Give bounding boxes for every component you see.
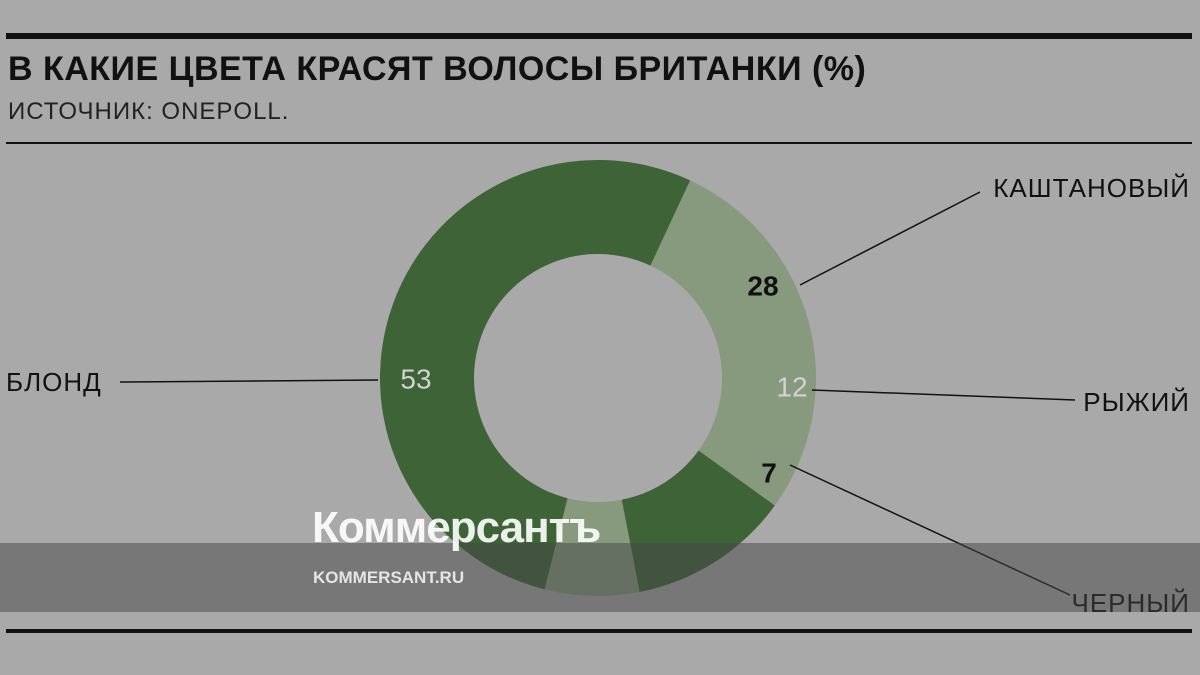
watermark-band bbox=[0, 543, 1200, 612]
slice-1 bbox=[650, 180, 816, 506]
chart-source: ИСТОЧНИК: ONEPOLL. bbox=[8, 98, 290, 125]
slice-4 bbox=[380, 160, 691, 590]
slice-value: 12 bbox=[776, 371, 807, 402]
bottom-rule bbox=[6, 629, 1192, 633]
slice-label: КАШТАНОВЫЙ bbox=[993, 173, 1190, 203]
leader-line-4 bbox=[119, 379, 379, 383]
leader-line-2 bbox=[811, 389, 1076, 401]
kommersant-logo: Коммерсантъ bbox=[312, 503, 601, 552]
slice-value: 7 bbox=[761, 457, 777, 488]
slice-label: РЫЖИЙ bbox=[1083, 387, 1190, 417]
top-rule bbox=[6, 33, 1192, 39]
slice-value: 53 bbox=[400, 363, 431, 394]
kommersant-url: KOMMERSANT.RU bbox=[313, 568, 465, 587]
slice-value: 28 bbox=[747, 270, 778, 301]
chart-title: В КАКИЕ ЦВЕТА КРАСЯТ ВОЛОСЫ БРИТАНКИ (%) bbox=[8, 50, 867, 88]
leader-line-1 bbox=[799, 191, 981, 286]
slice-label: БЛОНД bbox=[6, 367, 102, 397]
header-divider bbox=[6, 142, 1192, 144]
